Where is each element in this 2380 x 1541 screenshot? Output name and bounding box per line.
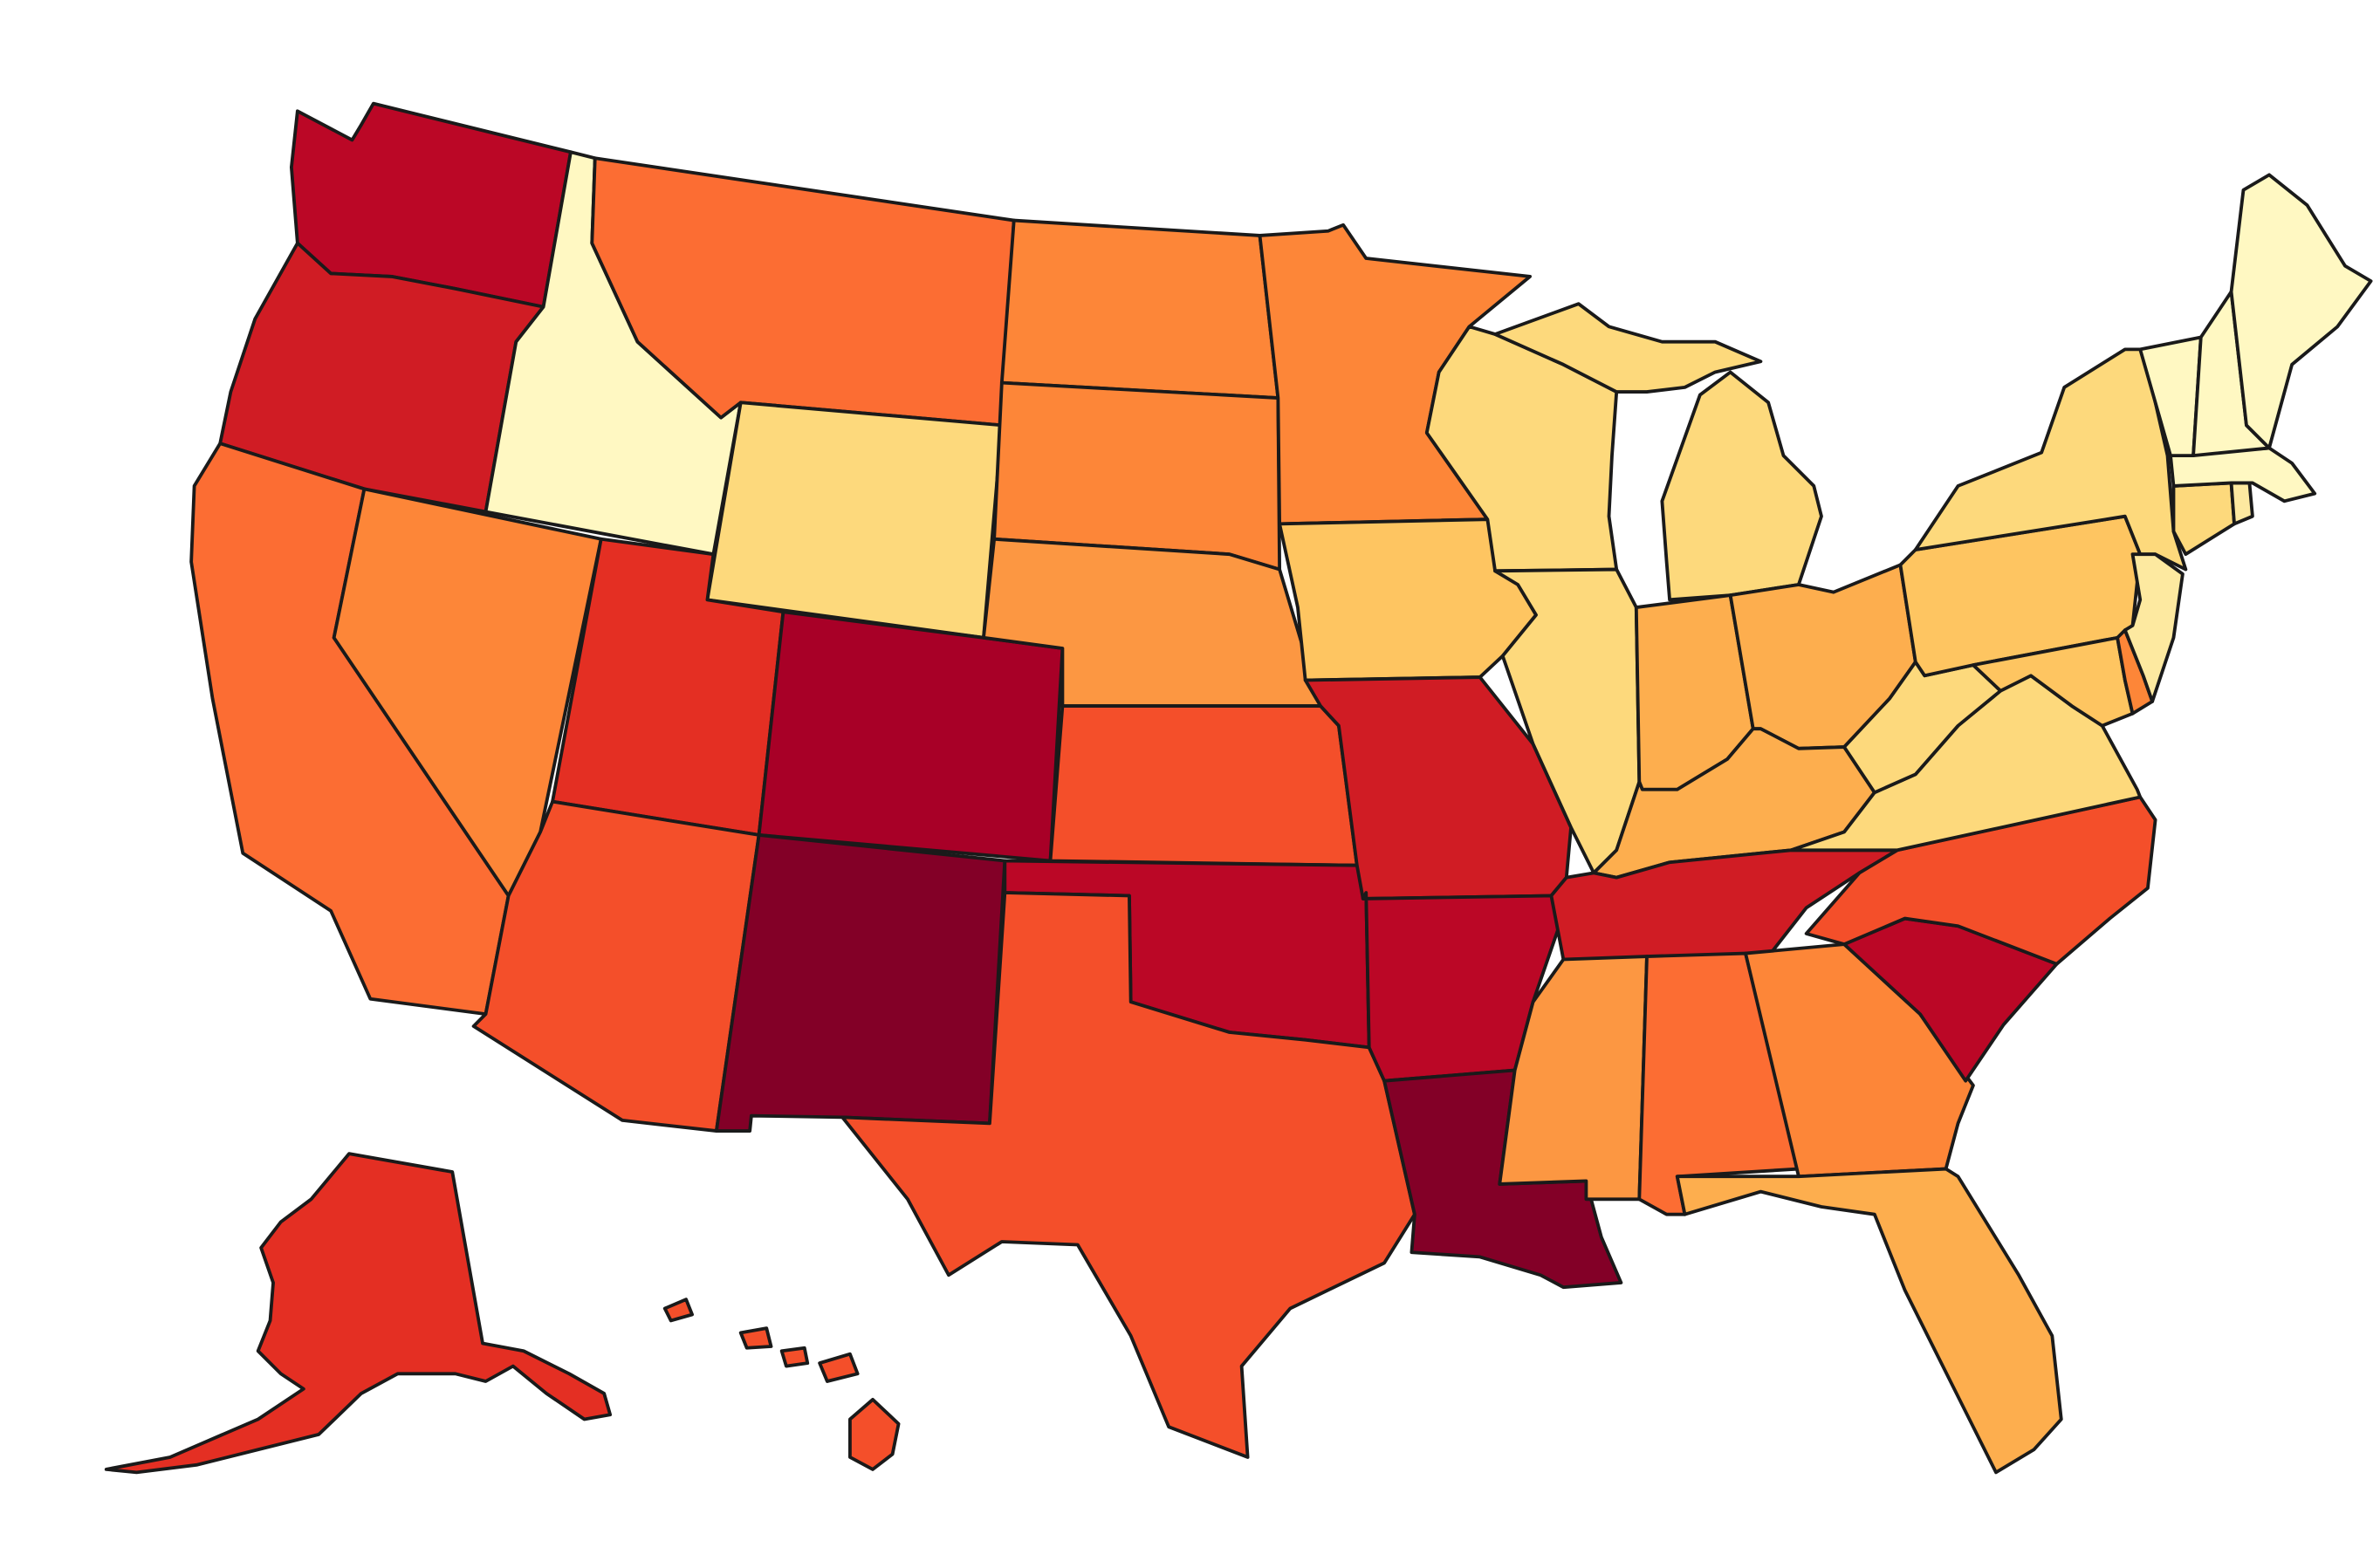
- state-connecticut[interactable]: [2171, 481, 2236, 557]
- state-north-carolina[interactable]: [1804, 795, 2157, 966]
- state-colorado[interactable]: [757, 610, 1065, 863]
- state-massachusetts[interactable]: [2169, 446, 2317, 503]
- state-maine[interactable]: [2229, 173, 2373, 450]
- state-texas[interactable]: [840, 891, 1416, 1459]
- state-illinois[interactable]: [1493, 567, 1642, 875]
- state-hawaii[interactable]: [662, 1298, 901, 1471]
- state-alaska[interactable]: [104, 1152, 613, 1475]
- state-new-mexico[interactable]: [714, 833, 1007, 1133]
- state-wisconsin[interactable]: [1424, 325, 1619, 573]
- state-michigan[interactable]: [1660, 370, 1823, 602]
- state-michigan-upper-peninsula[interactable]: [1493, 302, 1763, 394]
- state-wyoming[interactable]: [705, 401, 1004, 640]
- state-kansas[interactable]: [1048, 704, 1359, 867]
- state-florida[interactable]: [1675, 1167, 2063, 1475]
- state-north-dakota[interactable]: [999, 218, 1280, 400]
- state-new-jersey[interactable]: [2123, 552, 2185, 703]
- state-rhode-island[interactable]: [2229, 481, 2254, 526]
- state-tennessee[interactable]: [1549, 848, 1899, 962]
